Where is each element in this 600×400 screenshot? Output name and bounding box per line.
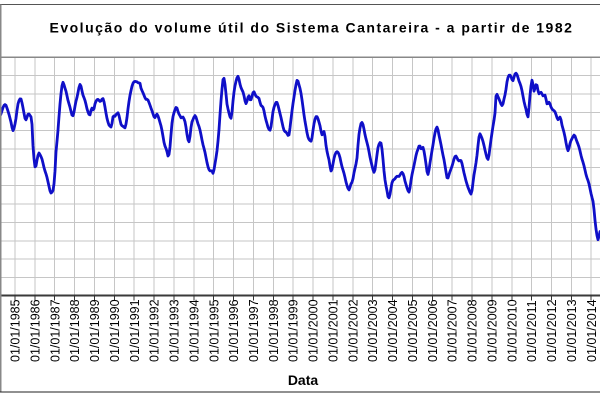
svg-text:Evolução do volume útil do Sis: Evolução do volume útil do Sistema Canta…	[50, 19, 574, 35]
svg-text:01/01/1997: 01/01/1997	[247, 299, 261, 362]
svg-text:01/01/2013: 01/01/2013	[565, 299, 579, 362]
svg-text:01/01/1989: 01/01/1989	[88, 299, 102, 362]
svg-text:01/01/2012: 01/01/2012	[545, 299, 559, 362]
svg-text:01/01/2003: 01/01/2003	[366, 299, 380, 362]
svg-text:01/01/1993: 01/01/1993	[168, 299, 182, 362]
svg-text:01/01/2014: 01/01/2014	[585, 299, 599, 362]
svg-text:01/01/2001: 01/01/2001	[327, 299, 341, 362]
svg-text:01/01/1991: 01/01/1991	[128, 299, 142, 362]
svg-text:01/01/1988: 01/01/1988	[68, 299, 82, 362]
svg-text:01/01/2006: 01/01/2006	[426, 299, 440, 362]
svg-text:01/01/2009: 01/01/2009	[485, 299, 499, 362]
svg-text:01/01/1990: 01/01/1990	[108, 299, 122, 362]
svg-text:01/01/2008: 01/01/2008	[466, 299, 480, 362]
svg-text:01/01/1996: 01/01/1996	[227, 299, 241, 362]
svg-text:01/01/1992: 01/01/1992	[148, 299, 162, 362]
svg-text:01/01/1985: 01/01/1985	[9, 299, 23, 362]
svg-text:01/01/2002: 01/01/2002	[346, 299, 360, 362]
svg-text:01/01/2007: 01/01/2007	[446, 299, 460, 362]
svg-text:Data: Data	[288, 372, 319, 388]
svg-text:01/01/2011: 01/01/2011	[525, 300, 539, 362]
svg-text:01/01/1999: 01/01/1999	[287, 299, 301, 362]
svg-text:01/01/2000: 01/01/2000	[307, 299, 321, 362]
svg-text:01/01/1987: 01/01/1987	[48, 299, 62, 362]
svg-text:01/01/1994: 01/01/1994	[187, 299, 201, 362]
svg-text:01/01/2010: 01/01/2010	[505, 299, 519, 362]
svg-text:01/01/1998: 01/01/1998	[267, 299, 281, 362]
svg-text:01/01/1986: 01/01/1986	[28, 299, 42, 362]
svg-text:01/01/2004: 01/01/2004	[386, 299, 400, 362]
svg-text:01/01/1995: 01/01/1995	[207, 299, 221, 362]
svg-text:01/01/2005: 01/01/2005	[406, 299, 420, 362]
